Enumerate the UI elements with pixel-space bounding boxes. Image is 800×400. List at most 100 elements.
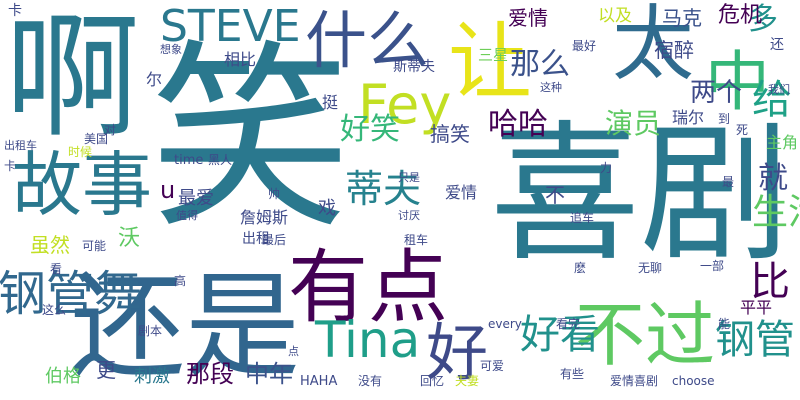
- word-weiji: 危机: [718, 3, 763, 28]
- word-steve: STEVE: [160, 1, 301, 52]
- word-zhanmusi: 詹姆斯: [240, 208, 289, 227]
- word-pingping: 平平: [740, 298, 773, 317]
- word-difu: 蒂夫: [345, 167, 422, 211]
- word-gangguanwu: 钢管舞: [0, 266, 143, 322]
- word-gushi: 故事: [12, 144, 152, 226]
- word-juben: 剧本: [138, 324, 163, 338]
- word-zuche: 租车: [404, 233, 429, 247]
- word-hai: 还: [770, 37, 784, 53]
- word-wuliao: 无聊: [638, 261, 663, 275]
- word-mo: 麽: [574, 261, 587, 275]
- word-bi: 比: [750, 259, 790, 305]
- word-tai: 太: [612, 0, 695, 92]
- word-liangge: 两个: [690, 78, 743, 108]
- word-yanyuan: 演员: [605, 107, 662, 140]
- word-tina: Tina: [315, 311, 421, 369]
- word-heiren: 黑人: [208, 153, 233, 167]
- word-keneng: 可能: [82, 239, 107, 253]
- word-gei: 给: [752, 77, 792, 123]
- word-xiangxiang: 想象: [160, 43, 182, 56]
- word-suzui: 宿醉: [654, 38, 694, 62]
- word-sidifu: 斯蒂夫: [393, 59, 435, 75]
- word-haishi: 还是: [70, 260, 301, 394]
- word-aiqingxiju: 爱情喜剧: [610, 374, 659, 388]
- word-geng: 更: [96, 358, 116, 382]
- word-dui: 对: [104, 123, 117, 137]
- word-zhuiche: 追车: [570, 211, 595, 225]
- word-choose: choose: [672, 374, 715, 388]
- word-kanwan: 看完: [556, 317, 581, 331]
- word-er: 尔: [146, 70, 163, 89]
- word-sanxing: 三星: [478, 46, 509, 64]
- word-zuihou: 最后: [262, 233, 287, 247]
- word-zhongnian: 中年: [245, 360, 293, 388]
- word-keai: 可爱: [480, 359, 505, 373]
- word-aiqing-1: 爱情: [508, 6, 548, 30]
- word-neng: 能: [718, 317, 731, 331]
- word-zhezhong: 这种: [540, 81, 562, 94]
- word-yiji: 以及: [598, 6, 632, 26]
- word-boge: 伯格: [45, 366, 81, 387]
- word-naduan: 那段: [186, 360, 234, 388]
- word-haoxiao: 好笑: [340, 112, 400, 147]
- word-xi: 戏: [318, 198, 336, 219]
- word-ruier: 瑞尔: [672, 108, 705, 127]
- word-yibu: 一部: [700, 259, 725, 273]
- word-time: time: [174, 153, 204, 168]
- word-zui: 最: [722, 175, 735, 189]
- word-buguo: 不过: [575, 294, 715, 376]
- word-haokan: 好看: [520, 312, 600, 358]
- word-haha: 哈哈: [488, 107, 548, 142]
- word-fey: Fey: [358, 73, 452, 136]
- word-meiguo: 美国: [84, 132, 109, 146]
- word-zhong: 中: [705, 45, 771, 120]
- word-dian: 点: [288, 345, 299, 358]
- word-chuzuche: 出租车: [4, 139, 37, 152]
- word-name: 那么: [510, 47, 570, 82]
- word-wo: 沃: [118, 226, 141, 251]
- word-bu: 不: [545, 183, 565, 207]
- word-ka-1: 卡: [8, 3, 22, 19]
- word-gaoxiao: 搞笑: [430, 122, 470, 146]
- word-make: 马克: [662, 6, 702, 30]
- word-fuqi: 夫妻: [455, 374, 480, 388]
- word-youdian: 有点: [288, 241, 448, 334]
- word-hao: 好: [426, 316, 489, 389]
- word-jiu: 就: [758, 161, 788, 196]
- word-suiran: 虽然: [30, 233, 70, 257]
- word-a: 啊: [5, 0, 140, 156]
- word-gao: 高: [174, 274, 187, 288]
- word-li: 力: [600, 161, 613, 175]
- word-shenme: 什么: [305, 4, 430, 77]
- word-ciji: 刺激: [134, 366, 170, 387]
- word-zuihao: 最好: [572, 39, 597, 53]
- word-zhide: 值得: [176, 209, 198, 222]
- word-zhishi: 只是: [398, 171, 420, 184]
- word-xiju: 喜剧: [490, 108, 791, 282]
- word-shuai: 帅: [268, 187, 281, 201]
- word-duo: 多: [748, 2, 778, 37]
- word-zhujiao: 主角: [766, 133, 799, 152]
- word-xiao: 笑: [150, 23, 351, 256]
- word-zuiai: 最爱: [178, 188, 214, 209]
- word-youxie: 有些: [560, 367, 585, 381]
- word-u: u: [160, 176, 176, 204]
- word-women: 我们: [768, 83, 790, 96]
- word-chuzu: 出租: [242, 231, 270, 247]
- word-zheme: 这么: [42, 303, 67, 317]
- word-rang: 让: [448, 13, 533, 111]
- word-meiyou: 没有: [358, 374, 383, 388]
- word-si: 死: [736, 123, 749, 137]
- word-shenghuo: 生活: [752, 192, 800, 233]
- word-gangguan: 钢管: [715, 317, 795, 363]
- word-aiqing-2: 爱情: [445, 183, 478, 202]
- word-shihou: 时候: [68, 145, 93, 159]
- word-kan: 看: [50, 262, 63, 276]
- word-taoyan: 讨厌: [398, 209, 420, 222]
- word-dao: 到: [718, 112, 731, 126]
- word-ting: 挺: [322, 93, 339, 112]
- word-huiyi: 回忆: [420, 374, 445, 388]
- word-xiangbi: 相比: [224, 50, 257, 69]
- word-ka-2: 卡: [4, 159, 17, 173]
